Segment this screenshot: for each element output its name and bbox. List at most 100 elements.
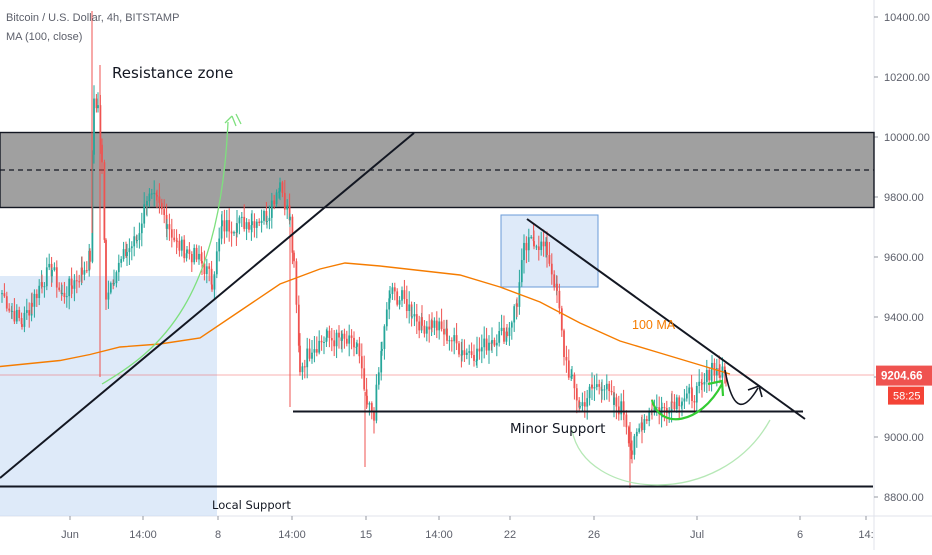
candle-bull <box>107 292 110 300</box>
time-tick-label: Jun <box>61 529 79 541</box>
candle-bear <box>631 450 633 455</box>
candle-bull <box>61 292 63 295</box>
candle-bull <box>53 267 56 271</box>
candle-bull <box>381 348 383 351</box>
candle-bull <box>488 342 490 351</box>
price-tick-label: 9000.00 <box>884 432 924 444</box>
candle-bull <box>377 372 380 385</box>
candle-bear <box>288 205 291 221</box>
candle-bull <box>33 293 36 307</box>
candle-bear <box>446 328 448 341</box>
candle-bull <box>530 236 533 238</box>
candle-bull <box>703 381 706 385</box>
candle-bear <box>293 252 295 262</box>
candle-bull <box>661 407 663 409</box>
candle-bear <box>458 343 460 355</box>
candle-bull <box>286 205 289 210</box>
candle-bear <box>353 337 355 348</box>
candle-bear <box>625 414 628 428</box>
candle-bull <box>268 217 271 222</box>
candle-bear <box>701 382 703 385</box>
countdown-value: 58:25 <box>893 391 921 403</box>
candle-bear <box>546 241 548 256</box>
candle-bull <box>289 216 291 221</box>
candle-bull <box>605 383 608 390</box>
candle-bull <box>388 298 391 310</box>
candle-bull <box>491 339 493 344</box>
candle-bull <box>138 233 141 241</box>
candle-bull <box>130 246 133 249</box>
candle-bear <box>168 224 171 230</box>
candle-bear <box>370 403 373 413</box>
candle-bull <box>401 290 403 300</box>
candle-bear <box>81 267 83 275</box>
time-tick-label: 14:00 <box>425 529 453 541</box>
candle-bull <box>166 224 168 229</box>
candle-bear <box>641 422 643 431</box>
candle-bear <box>567 360 570 378</box>
candle-bear <box>708 370 711 381</box>
candle-bear <box>691 388 693 401</box>
candle-bear <box>210 268 213 285</box>
candle-bull <box>685 393 688 399</box>
candle-bull <box>683 398 686 402</box>
candle-bear <box>195 247 198 260</box>
candle-bear <box>125 249 127 256</box>
candle-bull <box>115 272 118 284</box>
candle-bear <box>673 401 676 410</box>
candle-bear <box>548 255 551 264</box>
candle-bull <box>448 340 451 342</box>
candle-bear <box>478 348 481 352</box>
candle-bear <box>405 299 408 311</box>
candle-bull <box>245 222 248 229</box>
price-tick-label: 10400.00 <box>884 12 930 24</box>
candle-bear <box>101 144 103 163</box>
candle-bear <box>622 401 625 413</box>
candle-bull <box>425 326 428 334</box>
price-tick-label: 8800.00 <box>884 492 924 504</box>
candle-bull <box>698 381 701 386</box>
candle-bull <box>279 182 281 192</box>
candle-bull <box>270 200 273 218</box>
candle-bull <box>255 221 258 228</box>
candle-bear <box>31 302 33 307</box>
candle-bull <box>681 401 683 406</box>
candle-bear <box>718 368 721 376</box>
candle-bear <box>560 308 563 331</box>
candle-bull <box>186 249 188 254</box>
candle-bear <box>450 340 453 342</box>
time-tick-label: 14:00 <box>278 529 306 541</box>
candle-bear <box>333 340 336 347</box>
candle-bull <box>205 266 208 275</box>
candle-bear <box>627 427 630 444</box>
candle-bear <box>403 290 406 300</box>
candle-bull <box>535 246 538 248</box>
candle-bear <box>58 287 61 290</box>
candle-bull <box>318 340 321 353</box>
candle-bear <box>200 253 203 261</box>
candle-bull <box>603 389 606 391</box>
candle-bear <box>230 231 233 234</box>
candle-bull <box>465 352 468 355</box>
candle-bull <box>341 333 343 341</box>
candle-bull <box>398 300 401 305</box>
time-tick-label: 22 <box>504 529 516 541</box>
candle-bull <box>498 331 501 343</box>
candle-bear <box>415 314 418 322</box>
candle-bull <box>711 362 713 370</box>
candle-bear <box>533 241 535 247</box>
current-price-value: 9204.66 <box>881 371 923 383</box>
candle-bull <box>233 232 235 234</box>
candle-bear <box>575 388 578 401</box>
candle-bull <box>668 412 671 414</box>
candle-bull <box>250 225 253 230</box>
candle-bull <box>413 314 416 317</box>
candle-bull <box>45 267 48 287</box>
projection-path-up <box>101 121 229 385</box>
candle-bull <box>695 385 698 403</box>
candle-bear <box>75 280 78 282</box>
candle-bear <box>338 332 340 338</box>
candle-bear <box>320 340 323 343</box>
candle-bull <box>513 306 516 323</box>
